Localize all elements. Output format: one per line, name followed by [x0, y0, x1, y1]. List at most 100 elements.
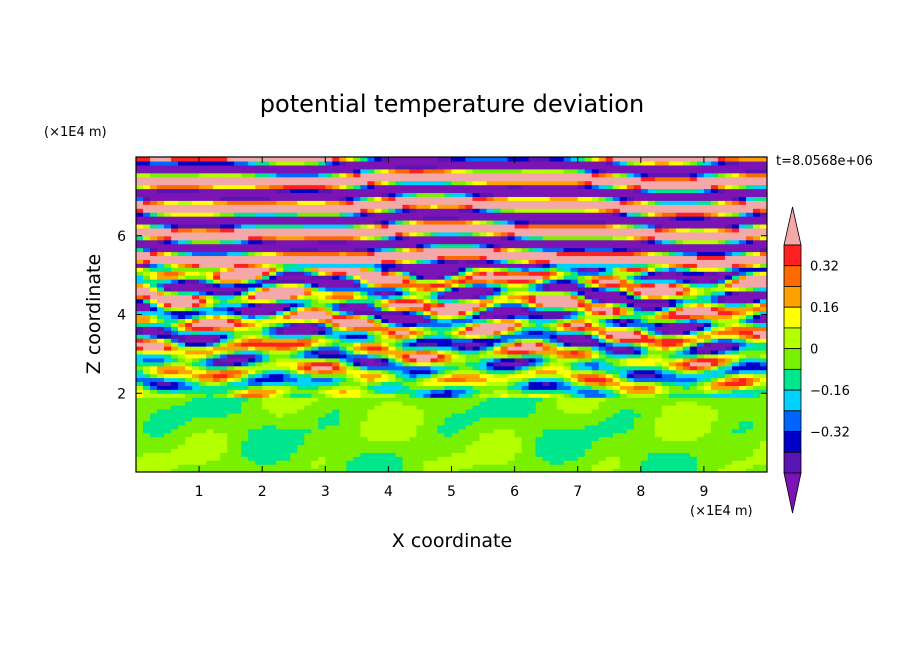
heatmap-cell — [598, 330, 607, 335]
heatmap-cell — [563, 306, 579, 312]
heatmap-cell — [150, 385, 158, 390]
heatmap-cell — [311, 342, 319, 347]
heatmap-cell — [598, 346, 607, 351]
heatmap-cell — [528, 361, 537, 367]
heatmap-cell — [752, 286, 761, 292]
x-unit-label: (×1E4 m) — [690, 504, 753, 519]
heatmap-cell — [346, 326, 354, 331]
heatmap-cell — [157, 239, 165, 245]
heatmap-cell — [591, 334, 600, 339]
heatmap-cell — [514, 381, 523, 386]
heatmap-cell — [752, 306, 761, 312]
heatmap-cell — [472, 385, 509, 390]
heatmap-cell — [745, 271, 754, 276]
heatmap-cell — [479, 255, 488, 260]
heatmap-cell — [297, 306, 305, 312]
heatmap-cell — [318, 397, 488, 402]
heatmap-cell — [143, 271, 151, 276]
heatmap-cell — [710, 160, 719, 166]
heatmap-cell — [689, 346, 698, 351]
heatmap-cell — [752, 223, 761, 229]
heatmap-cell — [416, 389, 432, 394]
heatmap-cell — [332, 302, 340, 308]
heatmap-cell — [374, 263, 382, 268]
heatmap-cell — [430, 330, 439, 335]
heatmap-cell — [416, 334, 425, 339]
heatmap-cell — [437, 342, 453, 347]
heatmap-cell — [213, 342, 221, 347]
heatmap-cell — [199, 361, 207, 367]
heatmap-cell — [304, 436, 368, 442]
heatmap-cell — [598, 286, 607, 292]
heatmap-cell — [444, 279, 453, 284]
heatmap-cell — [164, 223, 172, 229]
heatmap-cell — [353, 357, 361, 363]
heatmap-cell — [381, 361, 389, 367]
heatmap-cell — [451, 168, 467, 174]
heatmap-cell — [409, 275, 418, 280]
heatmap-cell — [325, 160, 333, 166]
heatmap-cell — [500, 231, 509, 237]
heatmap-cell — [703, 294, 712, 300]
heatmap-cell — [332, 334, 340, 339]
heatmap-cell — [710, 318, 719, 323]
heatmap-cell — [626, 223, 635, 229]
heatmap-cell — [437, 255, 446, 260]
heatmap-cell — [731, 460, 767, 465]
heatmap-cell — [437, 346, 453, 351]
heatmap-cell — [731, 271, 740, 276]
heatmap-cell — [234, 349, 242, 355]
heatmap-cell — [451, 393, 460, 398]
heatmap-cell — [619, 172, 628, 178]
heatmap-cell — [234, 314, 242, 320]
heatmap-cell — [647, 267, 656, 272]
heatmap-cell — [157, 389, 172, 394]
heatmap-cell — [675, 227, 691, 233]
heatmap-cell — [710, 349, 719, 355]
heatmap-cell — [479, 334, 488, 339]
heatmap-cell — [682, 365, 691, 371]
heatmap-cell — [458, 231, 474, 237]
heatmap-cell — [549, 275, 558, 280]
heatmap-cell — [339, 157, 347, 162]
heatmap-cell — [346, 349, 354, 355]
heatmap-cell — [262, 322, 270, 327]
heatmap-cell — [696, 294, 705, 300]
heatmap-cell — [654, 346, 663, 351]
heatmap-cell — [528, 365, 537, 371]
heatmap-cell — [619, 377, 628, 383]
heatmap-cell — [612, 271, 635, 276]
heatmap-cell — [535, 405, 558, 410]
heatmap-cell — [185, 263, 193, 268]
heatmap-cell — [192, 381, 200, 386]
heatmap-cell — [717, 322, 726, 327]
heatmap-cell — [738, 373, 754, 379]
heatmap-cell — [136, 180, 368, 186]
heatmap-cell — [500, 318, 516, 323]
heatmap-cell — [556, 357, 579, 363]
heatmap-cell — [472, 298, 481, 304]
heatmap-cell — [493, 365, 516, 371]
heatmap-cell — [724, 322, 733, 327]
heatmap-cell — [619, 373, 628, 379]
heatmap-cell — [584, 424, 635, 430]
heatmap-cell — [318, 342, 326, 347]
heatmap-cell — [318, 306, 326, 312]
heatmap-cell — [500, 208, 516, 213]
heatmap-cell — [738, 212, 747, 217]
heatmap-cell — [437, 204, 460, 209]
heatmap-cell — [367, 346, 382, 351]
heatmap-cell — [388, 267, 404, 272]
heatmap-cell — [374, 353, 382, 359]
heatmap-cell — [542, 397, 558, 402]
heatmap-cell — [535, 247, 544, 253]
heatmap-cell — [458, 393, 467, 398]
heatmap-cell — [535, 259, 551, 264]
heatmap-cell — [136, 401, 186, 406]
heatmap-cell — [332, 385, 361, 390]
heatmap-cell — [318, 247, 354, 253]
heatmap-cell — [339, 334, 347, 339]
heatmap-cell — [444, 275, 453, 280]
heatmap-cell — [269, 275, 277, 280]
heatmap-cell — [409, 286, 418, 292]
